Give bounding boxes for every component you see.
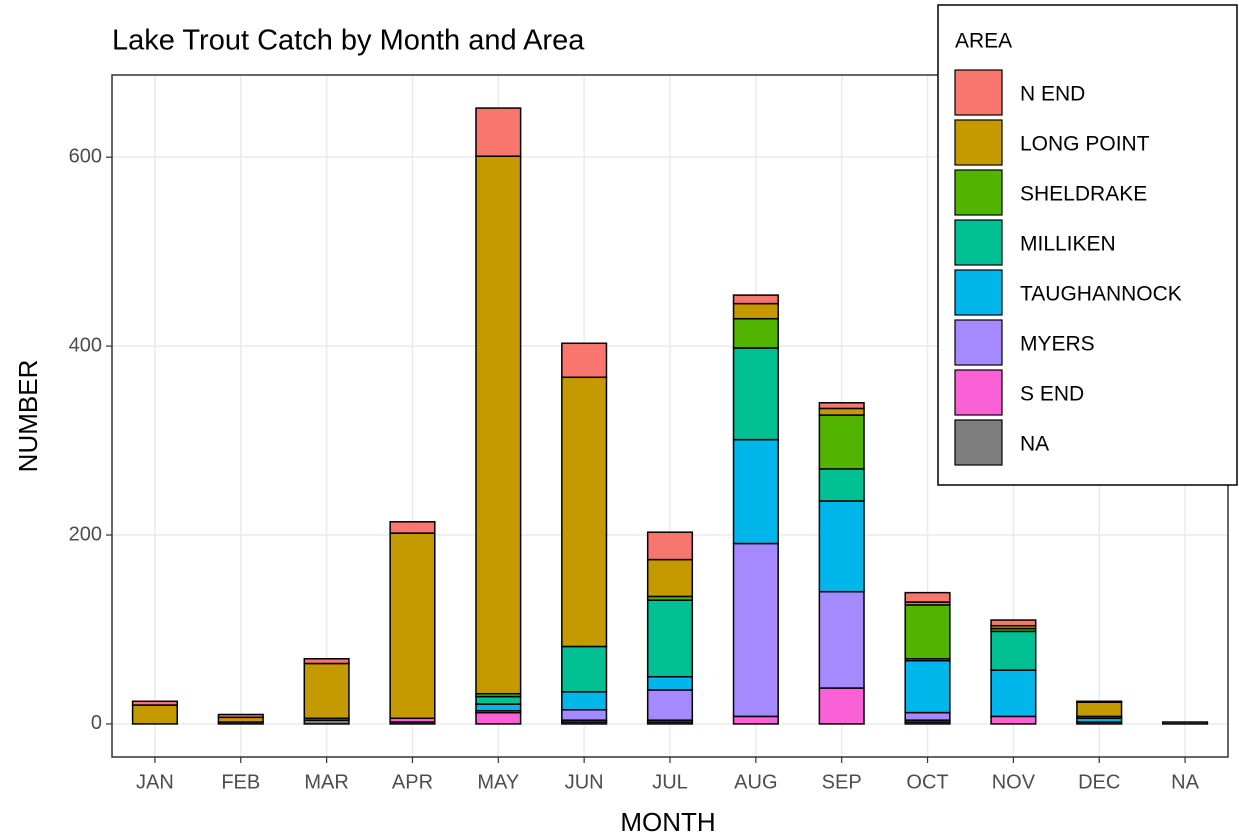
bar-segment (475, 155, 522, 695)
y-axis-title: NUMBER (13, 360, 43, 473)
legend-label: S END (1020, 383, 1084, 406)
bar-segment (303, 662, 350, 720)
bar-segment (732, 302, 779, 320)
legend-key (954, 169, 1003, 216)
bar-segment (131, 700, 178, 706)
bar-segment (732, 317, 779, 349)
bar-segment (646, 675, 694, 691)
bars (131, 107, 1209, 725)
legend-label: SHELDRAKE (1020, 183, 1147, 206)
bar-segment (904, 711, 951, 721)
bar-segment (561, 691, 608, 711)
bar-segment (131, 704, 178, 725)
bar-segment (818, 500, 865, 593)
legend-title: AREA (955, 30, 1012, 53)
bar-segment (732, 438, 779, 545)
y-tick-label: 600 (69, 145, 102, 167)
bar-segment (990, 715, 1037, 725)
bar-segment (818, 590, 865, 689)
bar-segment (818, 407, 865, 416)
legend: AREA N END LONG POINT SHELDRAKE MILLIKEN TAU… (937, 4, 1238, 486)
bar-segment (818, 468, 865, 502)
bar-segment (732, 347, 779, 441)
legend-label: LONG POINT (1020, 133, 1150, 156)
bar-segment (1076, 701, 1123, 718)
bar-segment (217, 713, 264, 719)
bar-segment (904, 591, 951, 603)
legend-key (954, 119, 1003, 166)
chart-title: Lake Trout Catch by Month and Area (112, 25, 585, 57)
bar-segment (561, 342, 608, 379)
axes: 0 200 400 600 JAN FEB MAR APR MAY JUN JUL AUG SEP OCT… (69, 145, 1200, 793)
bar-segment (303, 658, 350, 665)
legend-key (954, 269, 1003, 316)
bar-segment (389, 532, 436, 720)
legend-label: MYERS (1020, 333, 1095, 356)
x-axis-title: MONTH (620, 807, 715, 837)
x-tick-label: APR (392, 771, 433, 793)
bar-segment (475, 703, 522, 712)
bar-segment (732, 715, 779, 725)
x-tick-label: MAY (477, 771, 519, 793)
bar-segment (646, 558, 694, 598)
bar-segment (561, 709, 608, 721)
legend-label: TAUGHANNOCK (1020, 283, 1182, 306)
x-tick-label: JUL (652, 771, 688, 793)
bar-segment (732, 294, 779, 305)
x-tick-label: JAN (136, 771, 174, 793)
x-tick-label: FEB (221, 771, 260, 793)
bar-segment (818, 687, 865, 725)
bar-segment (1162, 721, 1209, 725)
legend-label: N END (1020, 83, 1085, 106)
bar-segment (732, 542, 779, 718)
legend-key (954, 69, 1003, 116)
bar-segment (561, 645, 608, 693)
bar-segment (475, 711, 522, 725)
bar-segment (646, 599, 694, 678)
x-tick-label: JUN (565, 771, 604, 793)
x-tick-label: NOV (992, 771, 1036, 793)
x-tick-label: NA (1171, 771, 1199, 793)
legend-key (954, 369, 1003, 416)
y-tick-label: 400 (69, 334, 102, 356)
x-tick-label: SEP (822, 771, 862, 793)
bar-segment (561, 376, 608, 648)
bar-segment (1076, 700, 1123, 703)
legend-key (954, 319, 1003, 366)
y-tick-label: 200 (69, 523, 102, 545)
legend-key (954, 219, 1003, 266)
x-tick-label: MAR (304, 771, 348, 793)
bar-segment (904, 659, 951, 714)
bar-segment (646, 689, 694, 721)
bar-segment (990, 630, 1037, 671)
y-tick-label: 0 (91, 712, 102, 734)
x-tick-label: AUG (734, 771, 777, 793)
bar-segment (818, 414, 865, 470)
bar-segment (990, 669, 1037, 718)
bar-segment (646, 531, 694, 561)
x-tick-label: DEC (1078, 771, 1120, 793)
bar-segment (904, 604, 951, 660)
bar-segment (818, 402, 865, 410)
legend-label: MILLIKEN (1020, 233, 1116, 256)
x-tick-label: OCT (906, 771, 948, 793)
bar-segment (389, 521, 436, 534)
legend-label: NA (1020, 433, 1049, 456)
legend-key (954, 419, 1003, 466)
bar-segment (475, 695, 522, 705)
bar-segment (990, 619, 1037, 627)
bar-segment (475, 107, 522, 157)
